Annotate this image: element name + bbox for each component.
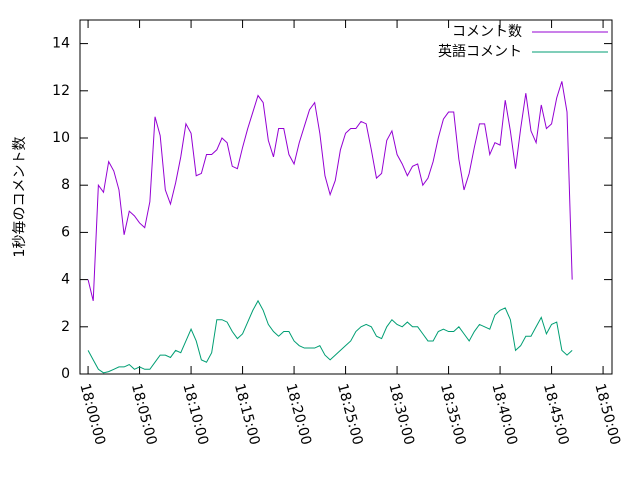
x-tick-label: 18:35:00 bbox=[437, 382, 469, 447]
legend-label: 英語コメント bbox=[438, 43, 522, 60]
y-tick-label: 0 bbox=[61, 366, 70, 382]
x-tick-label: 18:10:00 bbox=[179, 382, 211, 447]
x-tick-label: 18:05:00 bbox=[128, 382, 160, 447]
y-tick-label: 10 bbox=[52, 130, 70, 146]
x-tick-label: 18:15:00 bbox=[231, 382, 263, 447]
y-tick-label: 14 bbox=[52, 36, 70, 52]
y-tick-label: 12 bbox=[52, 83, 70, 99]
y-tick-label: 6 bbox=[61, 224, 70, 240]
x-tick-label: 18:40:00 bbox=[488, 382, 520, 447]
y-tick-label: 4 bbox=[61, 272, 70, 288]
x-tick-label: 18:30:00 bbox=[385, 382, 417, 447]
legend-label: コメント数 bbox=[452, 24, 522, 40]
x-tick-label: 18:45:00 bbox=[540, 382, 572, 447]
y-axis-label: 1秒毎のコメント数 bbox=[12, 137, 28, 258]
series-line bbox=[87, 299, 573, 374]
plot-frame bbox=[79, 19, 613, 375]
x-tick-label: 18:00:00 bbox=[76, 382, 108, 447]
y-tick-label: 2 bbox=[61, 319, 70, 335]
x-tick-label: 18:50:00 bbox=[591, 382, 623, 447]
x-tick-label: 18:25:00 bbox=[334, 382, 366, 447]
y-tick-label: 8 bbox=[61, 177, 70, 193]
x-tick-label: 18:20:00 bbox=[282, 382, 314, 447]
series-line bbox=[87, 81, 573, 301]
